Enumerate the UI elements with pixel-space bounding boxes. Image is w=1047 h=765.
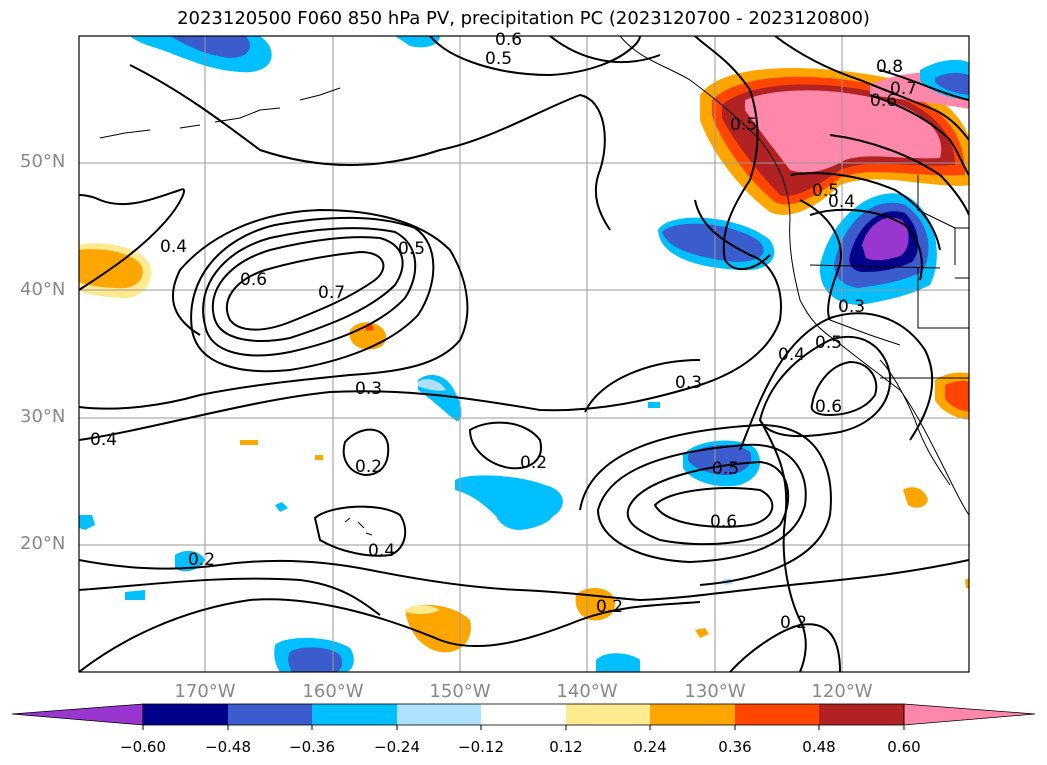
colorbar-tick-label: −0.24 [374,738,420,756]
lat-label-20: 20°N [20,533,66,554]
contour-label: 0.4 [160,237,187,257]
contour-label: 0.5 [485,49,512,69]
contour-label: 0.2 [520,453,547,473]
contour-label: 0.5 [730,115,757,135]
contour-label: 0.6 [870,91,897,111]
colorbar-segment [397,704,481,725]
colorbar-segment [312,704,397,725]
lon-label-170w: 170°W [174,681,236,702]
lon-label-120w: 120°W [811,681,873,702]
colorbar-extend-left [11,703,144,726]
pv-contour-06-south [653,487,774,528]
contour-label: 0.3 [838,297,865,317]
colorbar-tick-label: −0.12 [458,738,504,756]
colorbar-segment [566,704,650,725]
colorbar-segment [481,704,566,725]
colorbar-segment [143,704,228,725]
colorbar-segment [228,704,312,725]
contour-label: 0.2 [600,597,627,617]
pv-contour-04 [79,188,185,291]
colorbar-tick-label: −0.36 [289,738,335,756]
contour-label: 0.5 [398,239,425,259]
contour-label: 0.6 [710,512,737,532]
contour-label: 0.6 [815,397,842,417]
lat-label-40: 40°N [20,279,66,300]
contour-label: 0.2 [596,597,623,617]
contour-label: 0.2 [355,457,382,477]
lat-label-30: 30°N [20,406,66,427]
pv-contours [79,36,969,672]
colorbar-segment [650,704,735,725]
map-frame [78,35,970,673]
lon-label-140w: 140°W [556,681,618,702]
coastlines [99,36,969,536]
colorbar-tick-label: −0.60 [120,738,166,756]
contour-label: 0.2 [188,550,215,570]
contour-label: 0.3 [675,373,702,393]
contour-label: 0.5 [812,181,839,201]
contour-label: 0.6 [495,30,522,50]
contour-label: 0.4 [778,345,805,365]
colorbar [11,703,1036,730]
lon-label-130w: 130°W [684,681,746,702]
contour-label: 0.8 [876,57,903,77]
contour-label: 0.3 [355,379,382,399]
contour-label: 0.7 [890,79,917,99]
pv-contour-03 [79,199,782,441]
pv-contour-02-closed [342,428,390,477]
lat-label-50: 50°N [20,151,66,172]
pv-contour-06-closed [211,236,404,342]
contour-label: 0.7 [318,283,345,303]
lon-label-160w: 160°W [302,681,364,702]
colorbar-extend-right [903,703,1036,726]
precipitation-shading [79,36,969,672]
colorbar-tick-label: 0.24 [633,738,667,756]
colorbar-tick-label: 0.12 [549,738,583,756]
pv-contour-02-lower [79,559,969,602]
colorbar-segment [735,704,819,725]
contour-label: 0.4 [368,541,395,561]
colorbar-tick-label: 0.36 [718,738,752,756]
contour-label: 0.4 [90,430,117,450]
lon-label-150w: 150°W [429,681,491,702]
contour-label: 0.4 [828,192,855,212]
contour-labels: 0.6 0.5 0.8 0.7 0.6 0.5 0.5 0.4 0.4 0.5 … [90,30,917,633]
contour-label: 0.6 [240,270,267,290]
colorbar-tick-label: −0.48 [205,738,251,756]
pv-contour-05-closed [190,216,435,373]
contour-label: 0.2 [780,613,807,633]
pv-contour-07 [225,250,385,331]
colorbar-tick-label: 0.60 [887,738,921,756]
colorbar-tick-label: 0.48 [802,738,836,756]
contour-label: 0.5 [712,459,739,479]
map-title: 2023120500 F060 850 hPa PV, precipitatio… [177,8,870,29]
contour-label: 0.5 [815,333,842,353]
colorbar-segment [819,704,904,725]
